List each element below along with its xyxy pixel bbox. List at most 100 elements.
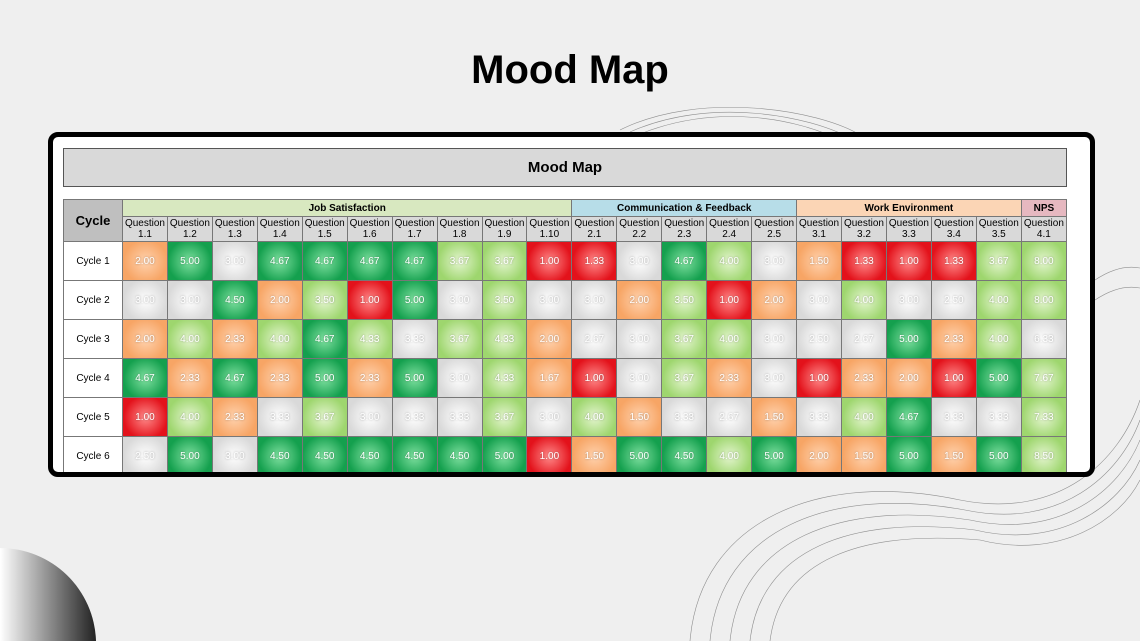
data-row: Cycle 1 2.00 5.00 3.00 4.67 4.67 4.67 4.67 3.67 3… bbox=[63, 241, 1068, 281]
score-cell: 3.00 bbox=[166, 280, 213, 320]
score-cell: 3.00 bbox=[796, 280, 842, 320]
score-cell: 3.33 bbox=[661, 397, 708, 437]
score-cell: 3.67 bbox=[481, 397, 528, 437]
question-header: Question 1.7 bbox=[391, 216, 438, 242]
corner-header: Cycle bbox=[63, 199, 123, 242]
row-label: Cycle 2 bbox=[63, 280, 123, 320]
score-cell: 8.00 bbox=[1020, 241, 1068, 281]
question-header: Question 3.5 bbox=[975, 216, 1022, 242]
score-cell: 2.33 bbox=[211, 397, 258, 437]
score-cell: 5.00 bbox=[391, 280, 438, 320]
score-cell: 3.00 bbox=[885, 280, 932, 320]
score-cell: 2.33 bbox=[256, 358, 303, 398]
question-header: Question 1.5 bbox=[301, 216, 348, 242]
score-cell: 2.00 bbox=[885, 358, 932, 398]
score-cell: 4.00 bbox=[706, 319, 753, 359]
score-cell: 4.00 bbox=[975, 280, 1022, 320]
question-header: Question 2.4 bbox=[706, 216, 753, 242]
row-label: Cycle 3 bbox=[63, 319, 123, 359]
score-cell: 3.67 bbox=[436, 241, 483, 281]
score-cell: 1.00 bbox=[885, 241, 932, 281]
data-row: Cycle 2 3.00 3.00 4.50 2.00 3.50 1.00 5.00 3.00 3… bbox=[63, 280, 1068, 320]
question-header: Question 1.3 bbox=[211, 216, 258, 242]
score-cell: 2.00 bbox=[526, 319, 573, 359]
score-cell: 2.67 bbox=[706, 397, 753, 437]
score-cell: 4.00 bbox=[166, 397, 213, 437]
page-title: Mood Map bbox=[471, 48, 669, 92]
group-header: Communication & Feedback bbox=[571, 199, 798, 217]
score-cell: 2.33 bbox=[841, 358, 887, 398]
score-cell: 4.50 bbox=[661, 436, 708, 472]
group-header: Work Environment bbox=[796, 199, 1022, 217]
score-cell: 3.00 bbox=[616, 241, 663, 281]
score-cell: 4.50 bbox=[391, 436, 438, 472]
score-cell: 4.00 bbox=[256, 319, 303, 359]
score-cell: 2.00 bbox=[122, 319, 168, 359]
question-header: Question 1.1 bbox=[122, 216, 168, 242]
score-cell: 3.50 bbox=[481, 280, 528, 320]
score-cell: 3.67 bbox=[661, 319, 708, 359]
question-header: Question 2.2 bbox=[616, 216, 663, 242]
group-row: Cycle Job Satisfaction Communication & Fee… bbox=[63, 199, 1068, 242]
group-header: Job Satisfaction bbox=[121, 199, 573, 217]
score-cell: 2.33 bbox=[211, 319, 258, 359]
score-cell: 3.00 bbox=[751, 241, 798, 281]
question-header: Question 2.3 bbox=[661, 216, 708, 242]
score-cell: 3.00 bbox=[211, 241, 258, 281]
score-cell: 4.67 bbox=[346, 241, 393, 281]
score-cell: 5.00 bbox=[166, 241, 213, 281]
score-cell: 1.50 bbox=[751, 397, 798, 437]
score-cell: 5.00 bbox=[975, 436, 1022, 472]
score-cell: 3.33 bbox=[975, 397, 1022, 437]
score-cell: 1.50 bbox=[796, 241, 842, 281]
score-cell: 4.00 bbox=[571, 397, 618, 437]
row-label: Cycle 1 bbox=[63, 241, 123, 281]
score-cell: 3.50 bbox=[301, 280, 348, 320]
score-cell: 1.00 bbox=[930, 358, 977, 398]
score-cell: 4.00 bbox=[975, 319, 1022, 359]
question-header: Question 2.1 bbox=[571, 216, 618, 242]
score-cell: 1.67 bbox=[526, 358, 573, 398]
score-cell: 2.50 bbox=[122, 436, 168, 472]
group-header: NPS bbox=[1020, 199, 1068, 217]
question-header: Question 1.6 bbox=[346, 216, 393, 242]
score-cell: 4.00 bbox=[166, 319, 213, 359]
sheet-card: Mood Map Cycle Job Satisfaction Communicat… bbox=[48, 132, 1095, 477]
score-cell: 2.00 bbox=[122, 241, 168, 281]
score-cell: 6.33 bbox=[1020, 319, 1068, 359]
score-cell: 4.50 bbox=[256, 436, 303, 472]
score-cell: 7.33 bbox=[1020, 397, 1068, 437]
score-cell: 5.00 bbox=[166, 436, 213, 472]
question-header: Question 1.10 bbox=[526, 216, 573, 242]
score-cell: 5.00 bbox=[301, 358, 348, 398]
score-cell: 3.67 bbox=[975, 241, 1022, 281]
row-label: Cycle 6 bbox=[63, 436, 123, 472]
corner-shape bbox=[0, 548, 96, 641]
score-cell: 2.50 bbox=[796, 319, 842, 359]
score-cell: 3.00 bbox=[526, 280, 573, 320]
score-cell: 5.00 bbox=[751, 436, 798, 472]
score-cell: 4.50 bbox=[346, 436, 393, 472]
question-header: Question 3.1 bbox=[796, 216, 842, 242]
score-cell: 4.50 bbox=[301, 436, 348, 472]
score-cell: 5.00 bbox=[481, 436, 528, 472]
question-header: Question 1.2 bbox=[166, 216, 213, 242]
score-cell: 7.67 bbox=[1020, 358, 1068, 398]
score-cell: 3.33 bbox=[930, 397, 977, 437]
score-cell: 4.67 bbox=[301, 241, 348, 281]
score-cell: 3.67 bbox=[481, 241, 528, 281]
question-header: Question 2.5 bbox=[751, 216, 798, 242]
score-cell: 4.67 bbox=[211, 358, 258, 398]
question-header: Question 1.4 bbox=[256, 216, 303, 242]
score-cell: 3.00 bbox=[616, 319, 663, 359]
question-header: Question 3.3 bbox=[885, 216, 932, 242]
score-cell: 3.00 bbox=[211, 436, 258, 472]
score-cell: 2.00 bbox=[616, 280, 663, 320]
score-cell: 4.33 bbox=[481, 319, 528, 359]
score-cell: 3.50 bbox=[661, 280, 708, 320]
question-header: Question 3.4 bbox=[930, 216, 977, 242]
score-cell: 4.00 bbox=[841, 397, 887, 437]
score-cell: 1.00 bbox=[122, 397, 168, 437]
score-cell: 2.33 bbox=[166, 358, 213, 398]
